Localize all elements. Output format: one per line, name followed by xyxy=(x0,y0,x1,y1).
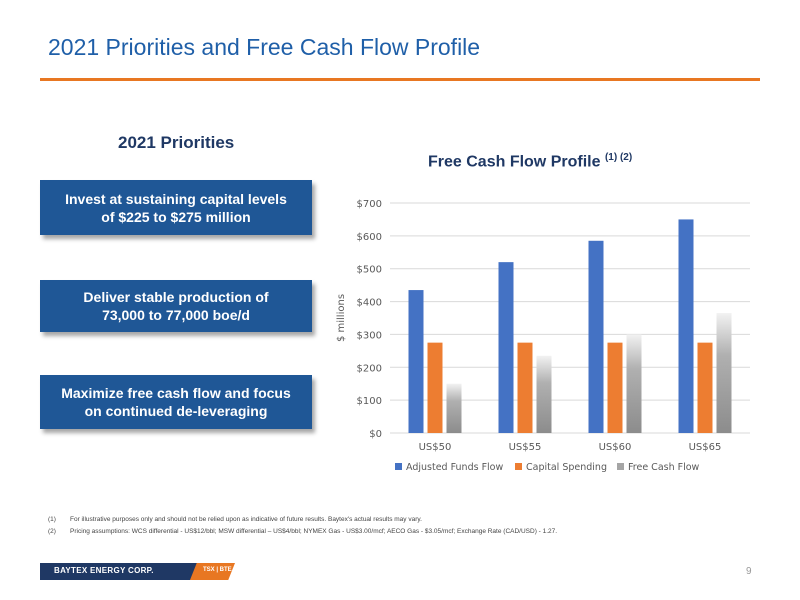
priority-line: Invest at sustaining capital levels xyxy=(65,190,287,207)
chart-title: Free Cash Flow Profile (1) (2) xyxy=(428,152,632,171)
priority-line: on continued de-leveraging xyxy=(84,403,268,419)
footnote-number: (1) xyxy=(48,516,56,523)
legend-label: Adjusted Funds Flow xyxy=(406,462,503,473)
priority-line: Deliver stable production of xyxy=(83,289,269,305)
legend-swatch xyxy=(617,463,624,470)
x-tick-label: US$55 xyxy=(509,442,542,453)
y-tick-label: $100 xyxy=(357,396,382,407)
page-number: 9 xyxy=(746,566,752,577)
footnote-2: (2) Pricing assumptions: WCS differential… xyxy=(48,526,557,538)
priority-line: of $225 to $275 million xyxy=(101,208,251,225)
legend-swatch xyxy=(515,463,522,470)
y-tick-label: $0 xyxy=(369,429,382,440)
footer-ticker: TSX | BTE xyxy=(203,567,232,573)
y-tick-label: $200 xyxy=(357,363,382,374)
footnote-1: (1) For illustrative purposes only and sh… xyxy=(48,514,557,526)
y-tick-label: $700 xyxy=(357,199,382,210)
x-tick-label: US$60 xyxy=(599,442,632,453)
free-cash-flow-chart: $0 $100 $200 $300 $400 $500 $600 $700 $ millions… xyxy=(336,199,750,473)
priority-box-capital: Invest at sustaining capital levels of $… xyxy=(40,180,312,235)
bar-capital-spending xyxy=(427,342,443,433)
slide-title: 2021 Priorities and Free Cash Flow Profi… xyxy=(48,34,481,60)
bar-adjusted-funds-flow xyxy=(408,290,424,433)
footnotes: (1) For illustrative purposes only and sh… xyxy=(48,514,557,538)
legend-swatch xyxy=(395,463,402,470)
footnote-text: For illustrative purposes only and shoul… xyxy=(70,516,422,523)
bar-free-cash-flow xyxy=(626,334,642,433)
y-tick-label: $500 xyxy=(357,265,382,276)
bar-adjusted-funds-flow xyxy=(498,262,514,433)
footer-dark-band xyxy=(40,563,205,580)
legend-label: Free Cash Flow xyxy=(628,462,700,473)
x-tick-label: US$65 xyxy=(689,442,722,453)
priority-line: 73,000 to 77,000 boe/d xyxy=(102,307,250,323)
bar-free-cash-flow xyxy=(716,313,732,433)
footnote-text: Pricing assumptions: WCS differential - … xyxy=(70,528,558,535)
footer-company-name: BAYTEX ENERGY CORP. xyxy=(54,566,154,575)
priorities-heading: 2021 Priorities xyxy=(118,133,235,152)
bar-free-cash-flow xyxy=(446,383,462,433)
title-underline xyxy=(40,78,760,81)
bar-capital-spending xyxy=(697,342,713,433)
bar-capital-spending xyxy=(517,342,533,433)
y-tick-label: $600 xyxy=(357,232,382,243)
y-tick-label: $400 xyxy=(357,298,382,309)
bar-capital-spending xyxy=(607,342,623,433)
bar-adjusted-funds-flow xyxy=(678,219,694,433)
y-axis-label: $ millions xyxy=(336,294,347,342)
bar-adjusted-funds-flow xyxy=(588,240,604,433)
footer-orange-band xyxy=(190,563,235,580)
chart-title-text: Free Cash Flow Profile xyxy=(428,153,601,171)
y-tick-label: $300 xyxy=(357,330,382,341)
chart-title-footnote: (1) (2) xyxy=(604,152,633,163)
x-tick-label: US$50 xyxy=(419,442,452,453)
footnote-number: (2) xyxy=(48,528,56,535)
bar-free-cash-flow xyxy=(536,355,552,433)
priority-box-production: Deliver stable production of 73,000 to 7… xyxy=(40,280,312,332)
priority-line: Maximize free cash flow and focus xyxy=(61,385,291,401)
footer-logo-bar: BAYTEX ENERGY CORP. TSX | BTE xyxy=(40,563,235,580)
legend-label: Capital Spending xyxy=(526,462,607,473)
priority-box-free-cash-flow: Maximize free cash flow and focus on con… xyxy=(40,375,312,429)
